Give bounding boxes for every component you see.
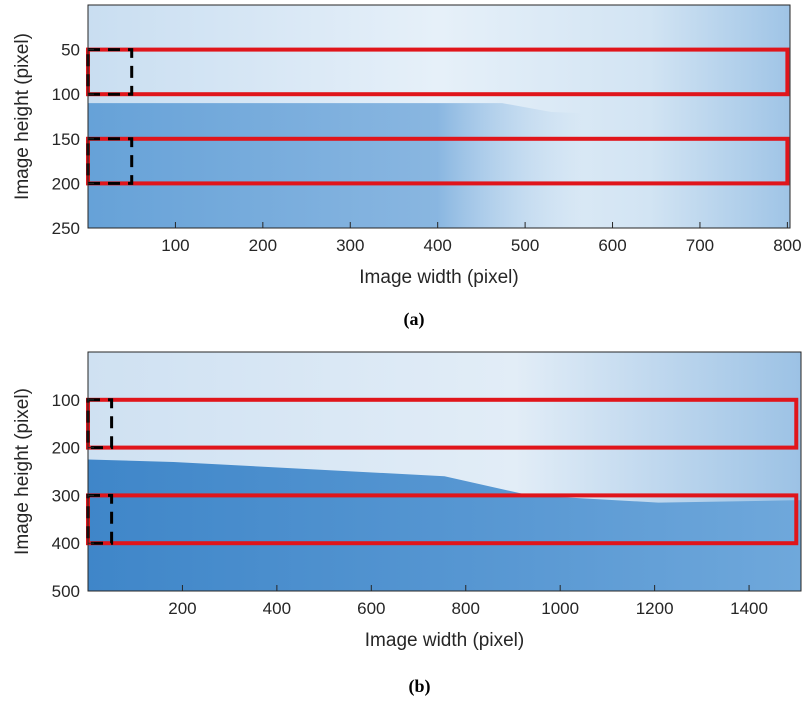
axes-frame [87, 4, 791, 229]
x-tick-label: 600 [598, 236, 626, 255]
y-tick-label: 400 [52, 534, 80, 553]
caption: (a) [404, 309, 425, 330]
x-tick-label: 1000 [541, 599, 579, 618]
y-tick-label: 200 [52, 439, 80, 458]
y-tick-label: 200 [52, 174, 80, 193]
y-tick-label: 150 [52, 130, 80, 149]
x-tick-label: 100 [161, 236, 189, 255]
image-dark-region [88, 103, 671, 228]
x-tick-label: 300 [336, 236, 364, 255]
x-tick-label: 200 [168, 599, 196, 618]
x-tick-label: 700 [686, 236, 714, 255]
x-tick-label: 1400 [730, 599, 768, 618]
axes-frame [87, 351, 802, 592]
x-tick-label: 600 [357, 599, 385, 618]
y-tick-label: 250 [52, 219, 80, 238]
x-tick-label: 400 [424, 236, 452, 255]
y-axis-label: Image height (pixel) [12, 33, 33, 200]
y-tick-label: 100 [52, 85, 80, 104]
caption: (b) [409, 676, 431, 697]
x-tick-label: 200 [249, 236, 277, 255]
y-tick-label: 100 [52, 391, 80, 410]
x-tick-label: 800 [452, 599, 480, 618]
y-axis-label: Image height (pixel) [12, 388, 33, 555]
x-tick-label: 1200 [636, 599, 674, 618]
image-dark-region [88, 459, 801, 591]
y-tick-label: 50 [61, 41, 80, 60]
x-tick-label: 400 [263, 599, 291, 618]
dashed-box [86, 398, 114, 450]
x-tick-label: 500 [511, 236, 539, 255]
y-tick-label: 300 [52, 486, 80, 505]
x-axis-label: Image width (pixel) [365, 630, 524, 651]
dashed-box [86, 493, 114, 545]
y-tick-label: 500 [52, 582, 80, 601]
plot: 100 200 300 400 500 600 700 800 50 100 150 200 250 Im… [12, 4, 802, 330]
x-tick-label: 800 [773, 236, 801, 255]
x-axis-label: Image width (pixel) [359, 267, 518, 288]
dashed-box [86, 137, 134, 185]
plot: 200 400 600 800 1000 1200 1400 100 200 300 400 500 I… [12, 351, 802, 697]
dashed-box [86, 48, 134, 96]
